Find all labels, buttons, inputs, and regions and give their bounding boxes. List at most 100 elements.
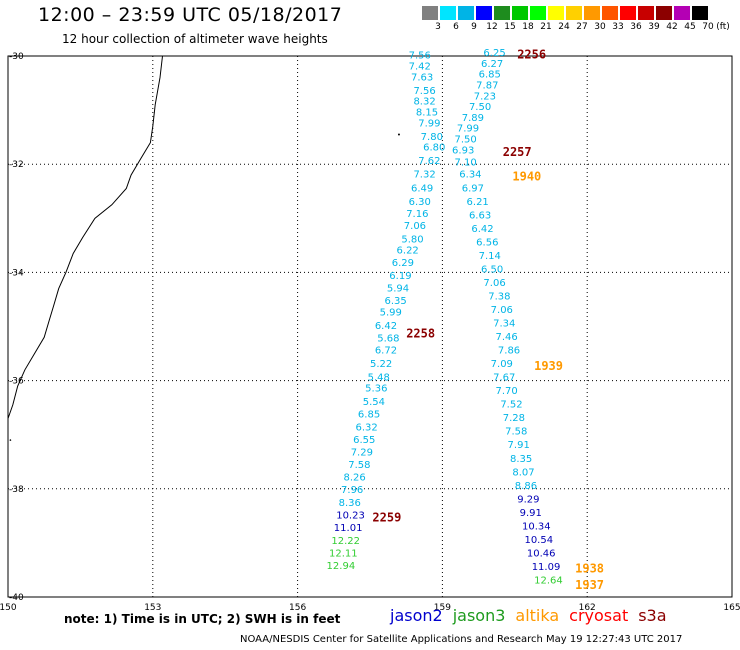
wave-height-value: 6.56: [476, 237, 498, 248]
wave-height-value: 6.35: [384, 296, 406, 307]
scale-label: 39: [648, 22, 660, 32]
wave-height-value: 6.49: [411, 183, 433, 194]
y-tick-label: -40: [9, 593, 24, 603]
wave-height-value: 7.28: [503, 413, 525, 424]
map-title: 12:00 – 23:59 UTC 05/18/2017: [38, 4, 343, 26]
wave-height-value: 6.25: [483, 48, 505, 59]
wave-height-value: 10.34: [522, 521, 551, 532]
wave-height-value: 7.50: [454, 135, 476, 146]
scale-unit-label: (ft): [716, 22, 730, 32]
wave-height-value: 8.86: [515, 481, 537, 492]
wave-height-value: 7.16: [406, 209, 428, 220]
wave-height-value: 6.80: [423, 143, 445, 154]
wave-height-value: 7.58: [348, 460, 370, 471]
wave-height-value: 6.97: [462, 183, 484, 194]
wave-height-value: 7.70: [495, 386, 517, 397]
scale-label: 12: [486, 22, 498, 32]
scale-swatch: [512, 6, 528, 20]
wave-height-value: 7.58: [505, 427, 527, 438]
wave-height-value: 8.26: [343, 473, 365, 484]
wave-height-value: 11.09: [532, 562, 561, 573]
pass-time-label: 2258: [406, 326, 435, 340]
pass-time-label: 1937: [575, 578, 604, 592]
wave-height-value: 6.85: [479, 70, 501, 81]
scale-swatch: [566, 6, 582, 20]
wave-height-value: 7.99: [457, 124, 479, 135]
wave-height-value: 10.54: [524, 535, 553, 546]
pass-time-label: 2256: [517, 48, 546, 62]
pass-time-label: 2259: [372, 510, 401, 524]
scale-swatch: [494, 6, 510, 20]
scale-label: 9: [471, 22, 477, 32]
wave-height-value: 12.94: [327, 561, 356, 572]
wave-height-value: 7.06: [404, 221, 426, 232]
scale-label: 3: [435, 22, 441, 32]
wave-height-value: 7.91: [508, 440, 530, 451]
map-subtitle: 12 hour collection of altimeter wave hei…: [62, 32, 328, 46]
wave-height-value: 12.64: [534, 575, 563, 586]
scale-swatch: [530, 6, 546, 20]
wave-height-value: 7.46: [495, 332, 517, 343]
island-dot: [397, 133, 400, 136]
scale-label: 70: [702, 22, 714, 32]
wave-height-value: 6.21: [467, 197, 489, 208]
footer-note: note: 1) Time is in UTC; 2) SWH is in fe…: [64, 612, 341, 626]
satellite-jason2: jason2: [390, 606, 443, 625]
wave-height-value: 6.30: [409, 197, 431, 208]
wave-height-value: 6.22: [397, 245, 419, 256]
wave-height-value: 7.99: [418, 118, 440, 129]
wave-height-value: 6.27: [481, 59, 503, 70]
y-tick-label: -36: [9, 377, 24, 387]
wave-height-value: 6.63: [469, 210, 491, 221]
wave-height-value: 10.46: [527, 548, 556, 559]
wave-height-value: 5.94: [387, 283, 409, 294]
scale-label: 33: [612, 22, 624, 32]
wave-height-value: 8.32: [413, 97, 435, 108]
scale-label: 30: [594, 22, 606, 32]
scale-swatch: [548, 6, 564, 20]
scale-label: 27: [576, 22, 588, 32]
wave-height-value: 6.50: [481, 264, 503, 275]
wave-height-value: 6.93: [452, 145, 474, 156]
wave-height-value: 6.42: [471, 224, 493, 235]
wave-height-value: 11.01: [334, 523, 363, 534]
wave-height-value: 7.56: [409, 51, 431, 62]
wave-height-value: 6.72: [375, 346, 397, 357]
wave-height-value: 7.38: [488, 291, 510, 302]
wave-height-value: 7.86: [498, 346, 520, 357]
scale-swatch: [638, 6, 654, 20]
scale-swatch: [674, 6, 690, 20]
x-tick-label: 156: [289, 603, 306, 613]
wave-height-value: 5.48: [368, 373, 390, 384]
wave-height-value: 12.22: [331, 536, 360, 547]
wave-height-value: 7.52: [500, 400, 522, 411]
wave-height-value: 7.06: [483, 278, 505, 289]
wave-height-value: 7.09: [491, 359, 513, 370]
wave-height-value: 6.19: [389, 271, 411, 282]
coastline: [7, 55, 163, 419]
footer-credit: NOAA/NESDIS Center for Satellite Applica…: [240, 634, 683, 645]
scale-swatch: [476, 6, 492, 20]
wave-height-value: 7.23: [474, 91, 496, 102]
x-tick-label: 162: [579, 603, 596, 613]
scale-label: 18: [522, 22, 534, 32]
satellite-jason3: jason3: [452, 606, 506, 625]
wave-height-value: 5.22: [370, 359, 392, 370]
wave-height-value: 7.34: [493, 319, 515, 330]
wave-height-value: 6.85: [358, 409, 380, 420]
wave-height-value: 8.15: [416, 108, 438, 119]
wave-height-value: 7.06: [491, 305, 513, 316]
scale-label: 42: [666, 22, 678, 32]
y-tick-label: -34: [9, 268, 24, 278]
wave-height-value: 6.29: [392, 258, 414, 269]
coast-dot: [9, 439, 12, 441]
scale-label: 6: [453, 22, 459, 32]
scale-swatch: [692, 6, 708, 20]
scale-label: 15: [504, 22, 516, 32]
wave-height-value: 7.63: [411, 72, 433, 83]
wave-height-value: 5.54: [363, 397, 385, 408]
wave-height-value: 8.36: [339, 498, 361, 509]
wave-height-value: 7.10: [454, 157, 476, 168]
wave-height-value: 5.36: [365, 383, 387, 394]
